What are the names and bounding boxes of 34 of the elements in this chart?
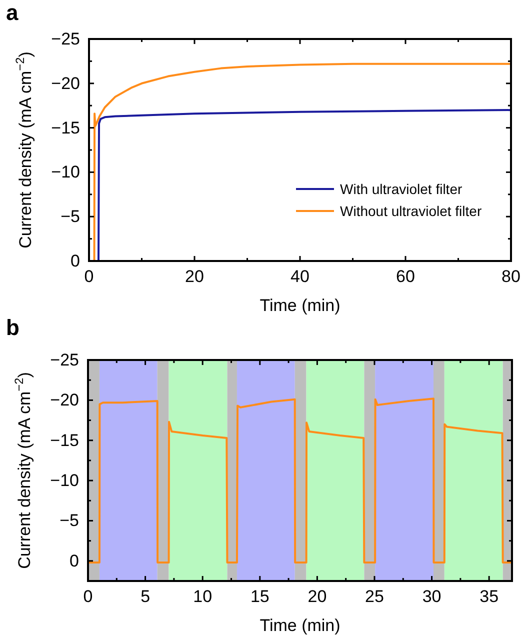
line-series [93, 62, 511, 261]
x-tick-label: 0 [84, 267, 94, 286]
x-tick-label: 30 [422, 587, 442, 606]
x-tick-label: 40 [290, 267, 310, 286]
legend-label: With ultraviolet filter [340, 181, 462, 197]
x-tick-label: 20 [308, 587, 327, 606]
x-axis-title: Time (min) [260, 616, 340, 635]
x-axis-title: Time (min) [260, 296, 340, 315]
x-tick-label: 35 [480, 587, 499, 606]
x-tick-label: 10 [193, 587, 212, 606]
y-tick-label: −5 [60, 511, 79, 530]
y-tick-label: −20 [50, 390, 79, 410]
x-tick-label: 5 [140, 587, 150, 606]
y-tick-label: 0 [70, 551, 79, 570]
x-tick-label: 0 [83, 587, 93, 606]
chart-title: b [6, 315, 20, 340]
y-tick-label: −25 [51, 29, 80, 48]
x-tick-label: 80 [502, 267, 520, 286]
y-tick-label: −10 [50, 470, 79, 490]
chart-title: a [6, 0, 19, 25]
line-series [88, 398, 512, 564]
y-tick-label: −10 [51, 162, 80, 182]
y-tick-label: −5 [60, 207, 80, 226]
line-series [97, 109, 511, 261]
x-tick-label: 60 [396, 267, 415, 286]
y-tick-label: −15 [50, 430, 79, 450]
y-tick-label: −15 [51, 118, 80, 138]
legend-label: Without ultraviolet filter [340, 203, 482, 219]
x-tick-label: 20 [185, 267, 204, 286]
y-tick-label: −20 [51, 74, 80, 93]
x-tick-label: 15 [250, 587, 270, 606]
y-tick-label: 0 [70, 251, 80, 270]
y-tick-label: −25 [50, 350, 79, 370]
x-tick-label: 25 [365, 587, 384, 606]
